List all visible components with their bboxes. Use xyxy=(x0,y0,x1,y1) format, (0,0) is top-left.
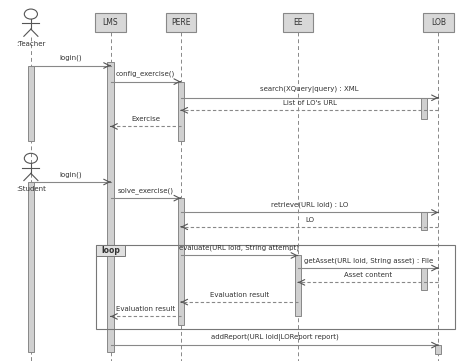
Text: EE: EE xyxy=(293,18,302,27)
Bar xyxy=(178,198,184,325)
Bar xyxy=(95,13,126,32)
Text: retrieve(URL loid) : LO: retrieve(URL loid) : LO xyxy=(271,202,348,208)
Bar xyxy=(436,345,441,354)
Bar xyxy=(421,268,428,289)
Text: login(): login() xyxy=(59,171,82,178)
Text: Evaluation result: Evaluation result xyxy=(116,306,175,312)
Bar xyxy=(97,245,125,256)
Text: login(): login() xyxy=(59,55,82,61)
Bar xyxy=(421,213,428,230)
Bar xyxy=(283,13,313,32)
Text: Evaluation result: Evaluation result xyxy=(210,292,269,298)
Text: loop: loop xyxy=(101,246,120,255)
Bar xyxy=(421,98,428,119)
Text: :Student: :Student xyxy=(16,186,46,191)
Text: LMS: LMS xyxy=(103,18,118,27)
Bar xyxy=(178,82,184,141)
Bar xyxy=(28,182,34,352)
Text: LO: LO xyxy=(305,217,314,222)
Text: config_exercise(): config_exercise() xyxy=(116,71,175,77)
Bar xyxy=(295,256,301,316)
Text: solve_exercise(): solve_exercise() xyxy=(118,187,173,194)
Text: :Teacher: :Teacher xyxy=(16,41,46,47)
Text: PERE: PERE xyxy=(171,18,191,27)
Bar xyxy=(165,13,196,32)
Bar xyxy=(108,62,114,352)
Bar xyxy=(97,245,455,329)
Text: LOB: LOB xyxy=(431,18,446,27)
Text: List of LO's URL: List of LO's URL xyxy=(283,100,337,106)
Text: Asset content: Asset content xyxy=(344,272,392,278)
Text: addReport(URL loid|LOReport report): addReport(URL loid|LOReport report) xyxy=(210,334,338,341)
Bar xyxy=(28,66,34,141)
Bar xyxy=(423,13,454,32)
Text: getAsset(URL loid, String asset) : File: getAsset(URL loid, String asset) : File xyxy=(303,257,433,264)
Text: Exercise: Exercise xyxy=(131,116,160,122)
Text: evaluate(URL loid, String attempt): evaluate(URL loid, String attempt) xyxy=(179,245,300,251)
Text: search(XQuery|query) : XML: search(XQuery|query) : XML xyxy=(260,87,359,94)
